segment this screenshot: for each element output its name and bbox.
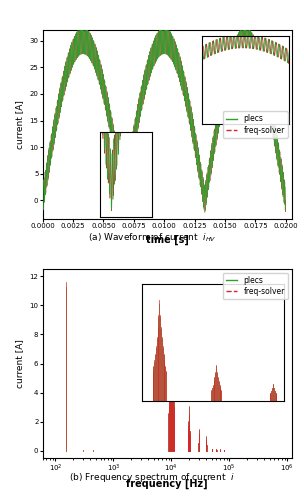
Y-axis label: current [A]: current [A] xyxy=(15,100,24,149)
Y-axis label: current [A]: current [A] xyxy=(15,339,24,388)
Text: (b) Frequency spectrum of current  $i$: (b) Frequency spectrum of current $i$ xyxy=(69,471,235,484)
Legend: plecs, freq-solver: plecs, freq-solver xyxy=(223,111,288,138)
Text: (a) Waveform of current  $i_{HV}$: (a) Waveform of current $i_{HV}$ xyxy=(88,232,216,244)
X-axis label: time [s]: time [s] xyxy=(146,235,189,245)
Legend: plecs, freq-solver: plecs, freq-solver xyxy=(223,273,288,299)
X-axis label: frequency [Hz]: frequency [Hz] xyxy=(126,479,208,490)
